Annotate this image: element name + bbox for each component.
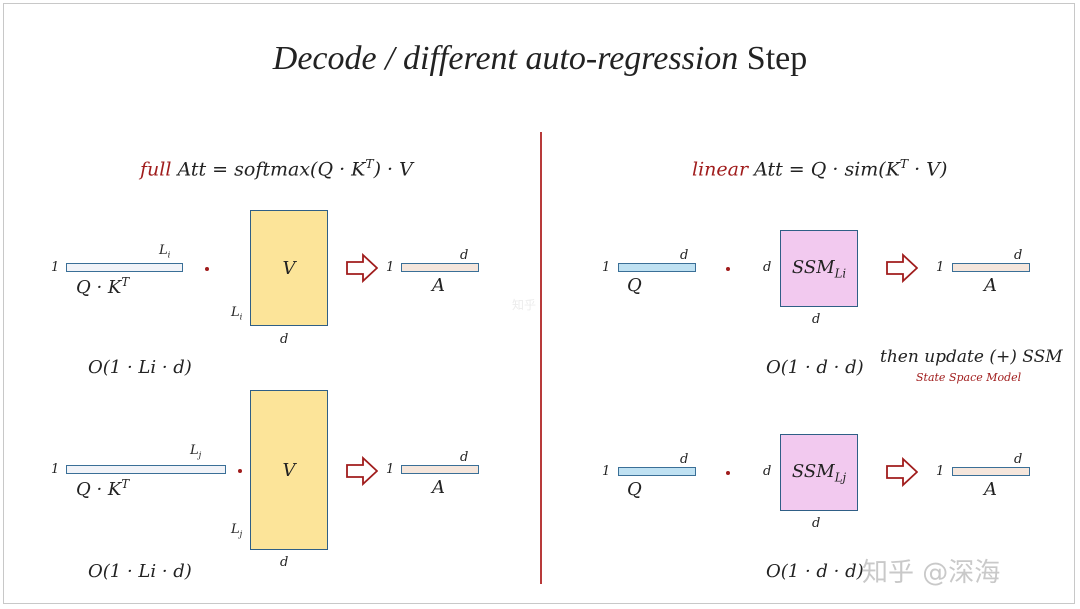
qk-length-label: Li (159, 243, 171, 260)
out-dim-one: 1 (936, 464, 945, 479)
q-bar-label: Q (627, 275, 642, 296)
complexity-label: O(1 · Li · d) (88, 561, 192, 582)
formula-body: Att = Q · sim(K (754, 158, 900, 181)
output-label: A (984, 275, 997, 296)
out-dim-one: 1 (936, 260, 945, 275)
ssm-expansion-note: State Space Model (916, 371, 1022, 384)
q-bar (618, 263, 696, 272)
row-dim-one: 1 (602, 464, 611, 479)
output-d-label: d (1014, 452, 1023, 467)
qk-bar-label: Q · KT (76, 477, 130, 500)
ssm-state-box: SSMLi (780, 230, 858, 307)
ssm-bottom-d-label: d (812, 312, 821, 327)
complexity-label: O(1 · d · d) (766, 561, 864, 582)
q-d-label: d (680, 452, 689, 467)
output-label: A (432, 275, 445, 296)
slide: Decode / different auto-regression Step … (3, 3, 1075, 604)
result-arrow-icon (886, 457, 918, 487)
q-d-label: d (680, 248, 689, 263)
formula-sup: T (899, 157, 909, 171)
out-dim-one: 1 (386, 462, 395, 477)
complexity-label: O(1 · Li · d) (88, 357, 192, 378)
output-bar (401, 263, 479, 272)
v-matrix-label: V (282, 459, 296, 481)
q-bar-label: Q (627, 479, 642, 500)
q-bar (618, 467, 696, 476)
ssm-left-d-label: d (763, 464, 772, 479)
v-matrix-label: V (282, 257, 296, 279)
center-divider (540, 132, 542, 584)
zhihu-watermark: 知乎 @深海 (862, 558, 1001, 588)
result-arrow-icon (346, 456, 378, 486)
output-bar (952, 263, 1030, 272)
formula-body: Att = softmax(Q · K (177, 158, 366, 181)
ssm-label: SSMLj (791, 460, 847, 485)
output-label: A (432, 477, 445, 498)
output-d-label: d (1014, 248, 1023, 263)
linear-attention-formula: linear Att = Q · sim(KT · V) (692, 157, 947, 180)
slide-title: Decode / different auto-regression Step (4, 40, 1076, 78)
formula-tail: ) · V (373, 158, 413, 181)
formula-keyword-linear: linear (692, 158, 749, 181)
v-bottom-label: d (280, 332, 289, 347)
title-plain: Step (746, 40, 808, 77)
ssm-state-box: SSMLj (780, 434, 858, 511)
row-dim-one: 1 (51, 260, 60, 275)
v-matrix: V (250, 390, 328, 550)
result-arrow-icon (346, 253, 378, 283)
ssm-left-d-label: d (763, 260, 772, 275)
row-dim-one: 1 (51, 462, 60, 477)
result-arrow-icon (886, 253, 918, 283)
v-side-label: Li (231, 305, 243, 322)
complexity-label: O(1 · d · d) (766, 357, 864, 378)
qk-bar-label: Q · KT (76, 275, 130, 298)
formula-tail: · V) (908, 158, 948, 181)
output-bar (401, 465, 479, 474)
dot-operator (726, 267, 730, 271)
qk-bar (66, 263, 183, 272)
formula-keyword-full: full (140, 158, 172, 181)
v-side-label: Lj (231, 522, 243, 539)
output-d-label: d (460, 450, 469, 465)
full-attention-formula: full Att = softmax(Q · KT) · V (140, 157, 413, 180)
v-matrix: V (250, 210, 328, 326)
output-d-label: d (460, 248, 469, 263)
v-bottom-label: d (280, 555, 289, 570)
output-label: A (984, 479, 997, 500)
formula-sup: T (365, 157, 374, 171)
output-bar (952, 467, 1030, 476)
qk-bar (66, 465, 226, 474)
row-dim-one: 1 (602, 260, 611, 275)
faint-watermark: 知乎 (512, 298, 537, 312)
ssm-bottom-d-label: d (812, 516, 821, 531)
dot-operator (205, 267, 209, 271)
dot-operator (726, 471, 730, 475)
title-italic: Decode / different auto-regression (272, 40, 739, 77)
qk-length-label: Lj (190, 443, 202, 460)
dot-operator (238, 469, 242, 473)
ssm-update-note: then update (+) SSM (880, 347, 1063, 367)
ssm-label: SSMLi (791, 256, 847, 281)
out-dim-one: 1 (386, 260, 395, 275)
